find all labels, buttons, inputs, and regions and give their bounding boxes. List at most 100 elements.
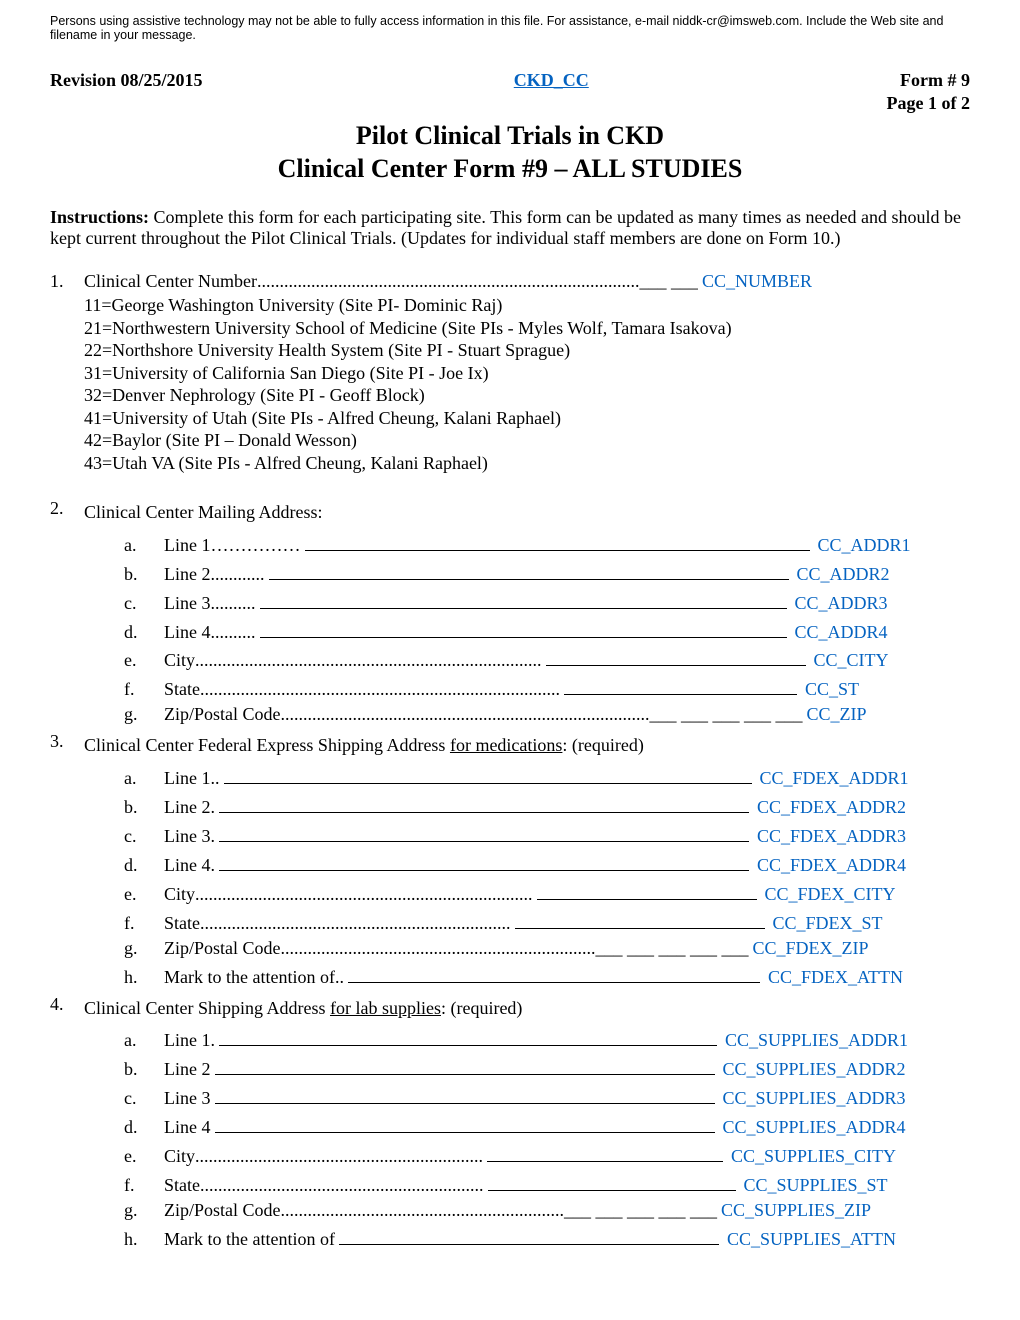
sub-letter: f.	[122, 679, 164, 700]
field-code: CC_SUPPLIES_ST	[744, 1175, 888, 1196]
sub-label: Mark to the attention of	[164, 1229, 335, 1250]
sub-letter: c.	[122, 826, 164, 847]
fill-line	[219, 851, 749, 871]
sub-label: Line 4	[164, 855, 211, 876]
sub-tail: ___ ___ ___ ___ ___	[650, 704, 803, 725]
fill-line	[564, 675, 797, 695]
sub-body: State ..................................…	[164, 909, 970, 934]
sub-letter: h.	[122, 967, 164, 988]
q3-number: 3.	[50, 731, 84, 991]
fill-line	[537, 880, 757, 900]
sub-dots: ..........	[211, 622, 256, 643]
field-code: CC_FDEX_ZIP	[753, 938, 869, 959]
site-entry: 42=Baylor (Site PI – Donald Wesson)	[84, 429, 970, 452]
sub-letter: f.	[122, 913, 164, 934]
question-3: 3. Clinical Center Federal Express Shipp…	[50, 731, 970, 991]
field-code: CC_ZIP	[807, 704, 867, 725]
sub-item: a.Line 1 …………… CC_ADDR1	[122, 531, 970, 556]
field-code: CC_FDEX_ST	[773, 913, 883, 934]
q3-title: Clinical Center Federal Express Shipping…	[84, 735, 970, 756]
sub-dots: ..........	[211, 593, 256, 614]
sub-label: Line 2	[164, 1059, 211, 1080]
sub-letter: e.	[122, 650, 164, 671]
sub-dots: ........................................…	[281, 1200, 565, 1221]
field-code: CC_CITY	[814, 650, 889, 671]
sub-body: Line 3 .......... CC_ADDR3	[164, 589, 970, 614]
sub-letter: e.	[122, 1146, 164, 1167]
sub-body: Line 4 CC_SUPPLIES_ADDR4	[164, 1113, 970, 1138]
sub-letter: g.	[122, 938, 164, 959]
q4-number: 4.	[50, 994, 84, 1254]
sub-label: Line 3	[164, 1088, 211, 1109]
sub-dots: ..	[335, 967, 344, 988]
fill-line	[305, 531, 810, 551]
sub-label: Line 4	[164, 622, 211, 643]
sub-label: Line 4	[164, 1117, 211, 1138]
site-entry: 41=University of Utah (Site PIs - Alfred…	[84, 407, 970, 430]
sub-body: Zip/Postal Code ........................…	[164, 1200, 970, 1221]
fill-line	[515, 909, 765, 929]
header-link[interactable]: CKD_CC	[514, 70, 589, 90]
sub-dots: ........................................…	[281, 704, 650, 725]
sub-body: Line 2 . CC_FDEX_ADDR2	[164, 793, 970, 818]
header-row: Revision 08/25/2015 CKD_CC Form # 9	[50, 70, 970, 91]
title-line2: Clinical Center Form #9 – ALL STUDIES	[50, 153, 970, 186]
sub-body: State ..................................…	[164, 1171, 970, 1196]
sub-item: e.City .................................…	[122, 647, 970, 672]
fill-line	[487, 1142, 723, 1162]
sub-item: d.Line 4 . CC_FDEX_ADDR4	[122, 851, 970, 876]
field-code: CC_ADDR2	[797, 564, 890, 585]
sub-label: State	[164, 1175, 200, 1196]
sub-item: d.Line 4 .......... CC_ADDR4	[122, 618, 970, 643]
sub-letter: d.	[122, 855, 164, 876]
sub-letter: d.	[122, 1117, 164, 1138]
sub-item: h.Mark to the attention of ..CC_FDEX_ATT…	[122, 963, 970, 988]
q3-items: a.Line 1 .. CC_FDEX_ADDR1 b.Line 2 . CC_F…	[84, 764, 970, 987]
sub-label: City	[164, 1146, 195, 1167]
sub-letter: b.	[122, 1059, 164, 1080]
q1-label: Clinical Center Number	[84, 271, 257, 292]
form-title: Pilot Clinical Trials in CKD Clinical Ce…	[50, 120, 970, 185]
sub-letter: g.	[122, 704, 164, 725]
field-code: CC_FDEX_CITY	[765, 884, 896, 905]
field-code: CC_SUPPLIES_ADDR3	[723, 1088, 906, 1109]
sub-body: Line 1 …………… CC_ADDR1	[164, 531, 970, 556]
field-code: CC_SUPPLIES_ADDR2	[723, 1059, 906, 1080]
sub-item: g.Zip/Postal Code ......................…	[122, 704, 970, 725]
field-code: CC_FDEX_ADDR2	[757, 797, 906, 818]
page-number: Page 1 of 2	[50, 93, 970, 114]
sub-dots: ..	[211, 768, 220, 789]
sub-body: City ...................................…	[164, 880, 970, 905]
sub-label: Line 3	[164, 826, 211, 847]
form-number: Form # 9	[900, 70, 970, 91]
sub-item: c.Line 3 . CC_FDEX_ADDR3	[122, 822, 970, 847]
sub-label: Line 1	[164, 768, 211, 789]
sub-dots: ……………	[211, 535, 301, 556]
fill-line	[219, 1027, 717, 1047]
sub-dots: ........................................…	[200, 913, 511, 934]
q3-title-underline: for medications	[450, 735, 562, 755]
q2-items: a.Line 1 …………… CC_ADDR1b.Line 2 ........…	[84, 531, 970, 725]
sub-item: d.Line 4 CC_SUPPLIES_ADDR4	[122, 1113, 970, 1138]
sub-label: Line 1	[164, 535, 211, 556]
sub-body: Mark to the attention of ..CC_FDEX_ATTN	[164, 963, 970, 988]
q2-number: 2.	[50, 498, 84, 729]
q3-title-post: : (required)	[562, 735, 643, 755]
sub-label: State	[164, 913, 200, 934]
sub-item: a.Line 1 .. CC_FDEX_ADDR1	[122, 764, 970, 789]
q4-title-post: : (required)	[441, 998, 522, 1018]
fill-line	[260, 589, 787, 609]
fill-line	[546, 647, 806, 667]
sub-dots: ........................................…	[200, 679, 560, 700]
field-code: CC_SUPPLIES_ADDR1	[725, 1030, 908, 1051]
sub-letter: f.	[122, 1175, 164, 1196]
sub-dots: .	[211, 855, 216, 876]
instructions-text: Complete this form for each participatin…	[50, 207, 961, 248]
instructions: Instructions: Complete this form for eac…	[50, 207, 970, 249]
sub-letter: d.	[122, 622, 164, 643]
sub-dots: .	[211, 826, 216, 847]
fill-line	[219, 822, 749, 842]
sub-item: b.Line 2 . CC_FDEX_ADDR2	[122, 793, 970, 818]
page-container: Persons using assistive technology may n…	[0, 0, 1020, 1286]
sub-item: e.City .................................…	[122, 880, 970, 905]
